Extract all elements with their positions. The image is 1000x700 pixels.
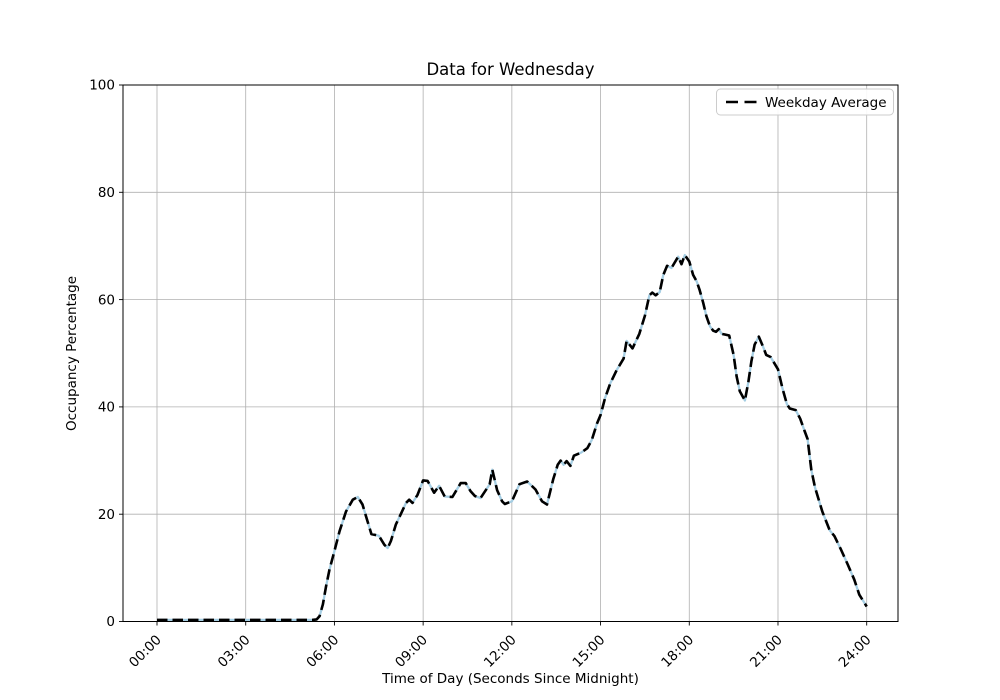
y-tick-labels: 0 20 40 60 80 100 <box>89 78 115 631</box>
legend-box <box>716 88 894 116</box>
y-tick-label: 100 <box>89 78 115 94</box>
plot-border <box>122 84 899 622</box>
y-tick-label: 40 <box>98 400 115 416</box>
x-axis-label: Time of Day (Seconds Since Midnight) <box>381 671 639 687</box>
weekday-average-line <box>157 253 868 622</box>
x-tick-label: 24:00 <box>836 632 875 671</box>
x-tick-label: 03:00 <box>215 632 254 671</box>
chart-title: Data for Wednesday <box>426 60 594 79</box>
tick-marks <box>119 84 868 626</box>
x-tick-label: 18:00 <box>658 632 697 671</box>
x-tick-labels: 00:00 03:00 06:00 09:00 12:00 15:00 18:00 21:00… <box>126 632 875 671</box>
y-tick-label: 0 <box>106 614 115 630</box>
x-tick-label: 21:00 <box>747 632 786 671</box>
data-series <box>157 253 868 622</box>
y-tick-label: 80 <box>98 185 115 201</box>
grid <box>123 84 898 622</box>
x-tick-label: 12:00 <box>481 632 520 671</box>
x-tick-label: 15:00 <box>570 632 609 671</box>
y-axis-label: Occupancy Percentage <box>64 276 80 431</box>
x-tick-label: 00:00 <box>126 632 165 671</box>
y-tick-label: 20 <box>98 507 115 523</box>
legend-entry-label: Weekday Average <box>765 95 887 111</box>
x-tick-label: 09:00 <box>392 632 431 671</box>
legend: Weekday Average <box>716 88 894 116</box>
x-tick-label: 06:00 <box>303 632 342 671</box>
y-tick-label: 60 <box>98 292 115 308</box>
